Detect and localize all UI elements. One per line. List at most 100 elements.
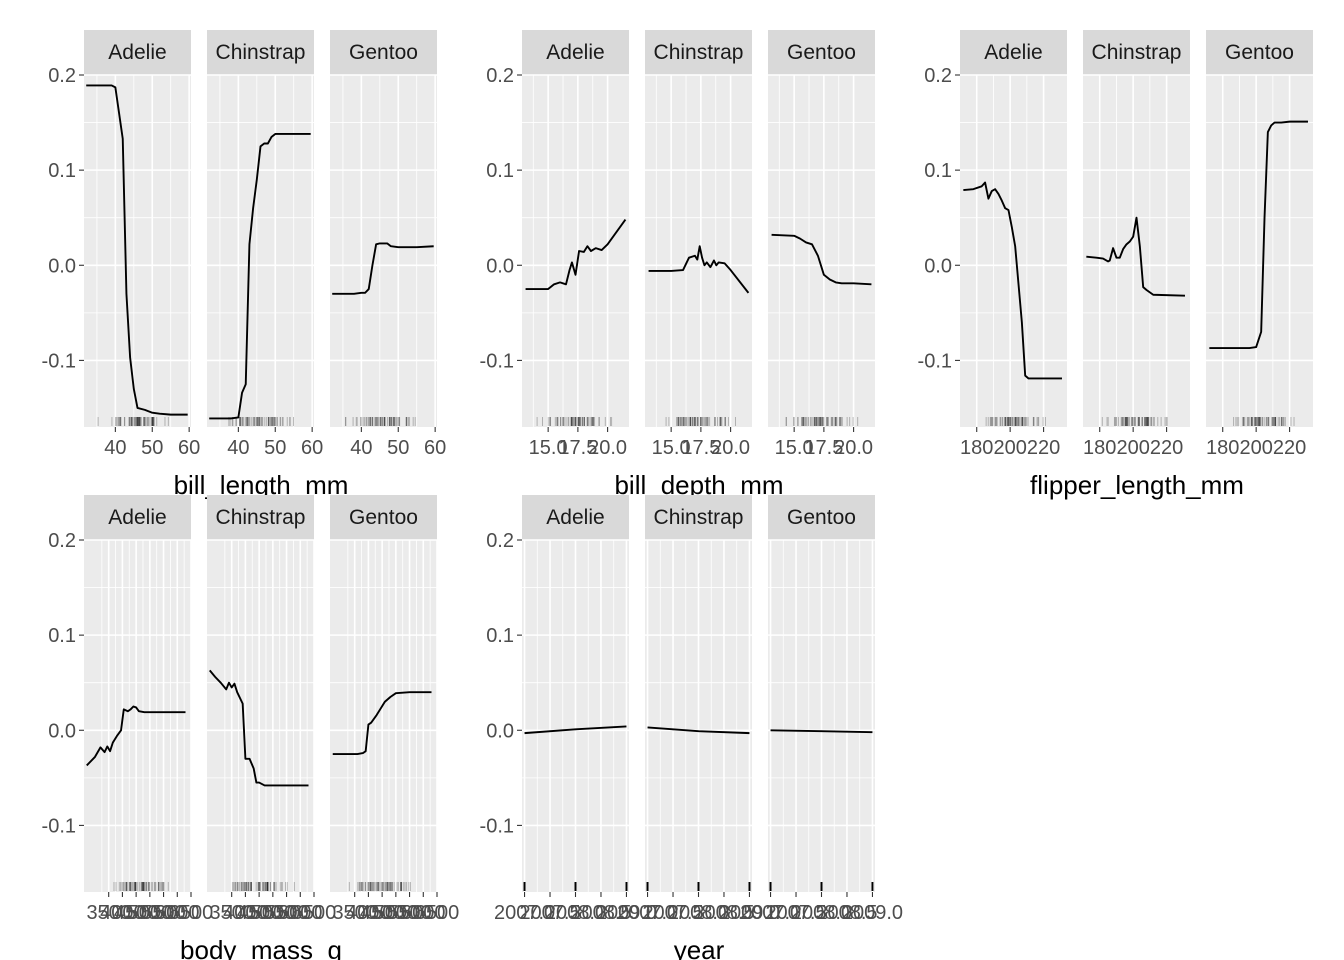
x-tick-label: 6500 [292, 902, 337, 924]
facet-strip-label: Adelie [108, 506, 166, 529]
x-tick-label: 17.5 [681, 437, 720, 459]
pdp-line-adelie [524, 725, 627, 735]
facet-panel-adelie: Adelie 15.017.520.0 [522, 30, 629, 459]
x-tick-label: 50 [141, 437, 163, 459]
panel-background [330, 75, 437, 427]
rug [97, 417, 169, 426]
x-tick-label: 6000 [155, 902, 200, 924]
pdp-line-gentoo [770, 729, 873, 734]
x-tick-label: 3500 [86, 902, 131, 924]
panel-background [207, 75, 314, 427]
panel-background [960, 75, 1067, 427]
y-tick-label: 0.2 [924, 65, 952, 87]
x-tick-label: 17.5 [558, 437, 597, 459]
rug [536, 417, 613, 426]
x-tick-label: 4500 [237, 902, 282, 924]
y-tick-label: 0.2 [48, 65, 76, 87]
x-tick-label: 2007.0 [740, 902, 801, 924]
facet-strip-label: Adelie [108, 41, 166, 64]
x-tick-label: 2009.0 [719, 902, 780, 924]
x-tick-label: 200 [1239, 437, 1272, 459]
x-tick-label: 200 [1116, 437, 1149, 459]
x-tick-label: 6500 [415, 902, 460, 924]
facet-panel-gentoo: Gentoo 40 50 60 [330, 30, 446, 459]
facet-panel-adelie: Adelie 40 50 60 [84, 30, 200, 459]
rug [985, 417, 1046, 426]
x-tick-label: 20.0 [588, 437, 627, 459]
facet-strip [84, 30, 191, 75]
y-tick-label: 0.0 [924, 255, 952, 277]
panel-background [1083, 75, 1190, 427]
facet-panel-gentoo: Gentoo 180 200 220 [1206, 30, 1313, 459]
facet-strip-label: Chinstrap [654, 41, 744, 64]
rug [348, 882, 411, 891]
rug [665, 417, 737, 426]
x-tick-label: 60 [424, 437, 446, 459]
x-tick-label: 3500 [332, 902, 377, 924]
pdp-line-adelie [525, 219, 627, 290]
facet-strip-label: Adelie [546, 506, 604, 529]
x-tick-label: 5000 [251, 902, 296, 924]
x-axis-title: flipper_length_mm [1030, 470, 1244, 500]
facet-strip [1206, 30, 1313, 75]
y-tick-label: -0.1 [42, 815, 76, 837]
y-tick-label: -0.1 [480, 350, 514, 372]
x-tick-label: 2007.5 [765, 902, 826, 924]
facet-strip [768, 30, 875, 75]
pdp-line-gentoo [1209, 120, 1308, 349]
x-tick-label: 40 [350, 437, 372, 459]
facet-strip-label: Chinstrap [1092, 41, 1182, 64]
x-tick-label: 4000 [223, 902, 268, 924]
y-tick-label: 0.0 [48, 255, 76, 277]
facet-panel-chinstrap: Chinstrap 180 200 220 [1083, 30, 1190, 459]
facet-strip [207, 495, 314, 540]
pdp-line-adelie [963, 181, 1062, 380]
facet-panel-chinstrap: Chinstrap 40 50 60 [207, 30, 323, 459]
y-tick-label: 0.2 [486, 65, 514, 87]
chart-group-bill_length_mm: -0.1 0.0 0.1 0.2 Adelie 40 50 60 Chinstrap 40 50 60… [42, 30, 446, 500]
panel-background [768, 75, 875, 427]
facet-strip-label: Gentoo [787, 506, 856, 529]
pdp-line-chinstrap [209, 669, 309, 787]
pdp-line-gentoo [771, 233, 872, 286]
pdp-line-chinstrap [209, 133, 311, 420]
facet-strip-label: Gentoo [349, 506, 418, 529]
x-tick-label: 180 [960, 437, 993, 459]
x-tick-label: 2008.0 [791, 902, 852, 924]
y-tick-label: -0.1 [480, 815, 514, 837]
panel-background [207, 540, 314, 892]
rug [345, 417, 416, 426]
y-tick-label: 0.1 [48, 625, 76, 647]
x-tick-label: 40 [104, 437, 126, 459]
x-tick-label: 220 [1273, 437, 1306, 459]
x-tick-label: 2008.0 [668, 902, 729, 924]
pdp-line-chinstrap [1086, 216, 1186, 297]
x-tick-label: 4500 [114, 902, 159, 924]
facet-strip-label: Adelie [984, 41, 1042, 64]
facet-strip-label: Gentoo [787, 41, 856, 64]
x-tick-label: 2007.0 [617, 902, 678, 924]
facet-strip [84, 495, 191, 540]
y-tick-label: 0.2 [486, 530, 514, 552]
x-tick-label: 2008.0 [545, 902, 606, 924]
panel-background [84, 540, 191, 892]
x-tick-label: 2008.5 [570, 902, 631, 924]
facet-strip [207, 30, 314, 75]
x-tick-label: 20.0 [711, 437, 750, 459]
y-tick-label: 0.2 [48, 530, 76, 552]
pdp-line-gentoo [332, 691, 432, 755]
facet-strip [522, 495, 629, 540]
x-tick-label: 40 [227, 437, 249, 459]
x-tick-label: 2007.5 [519, 902, 580, 924]
x-tick-label: 15.0 [775, 437, 814, 459]
y-tick-label: 0.1 [48, 160, 76, 182]
pdp-line-adelie [86, 705, 186, 767]
chart-group-body_mass_g: -0.10.00.10.2Adelie350040004500500055006… [42, 495, 459, 960]
